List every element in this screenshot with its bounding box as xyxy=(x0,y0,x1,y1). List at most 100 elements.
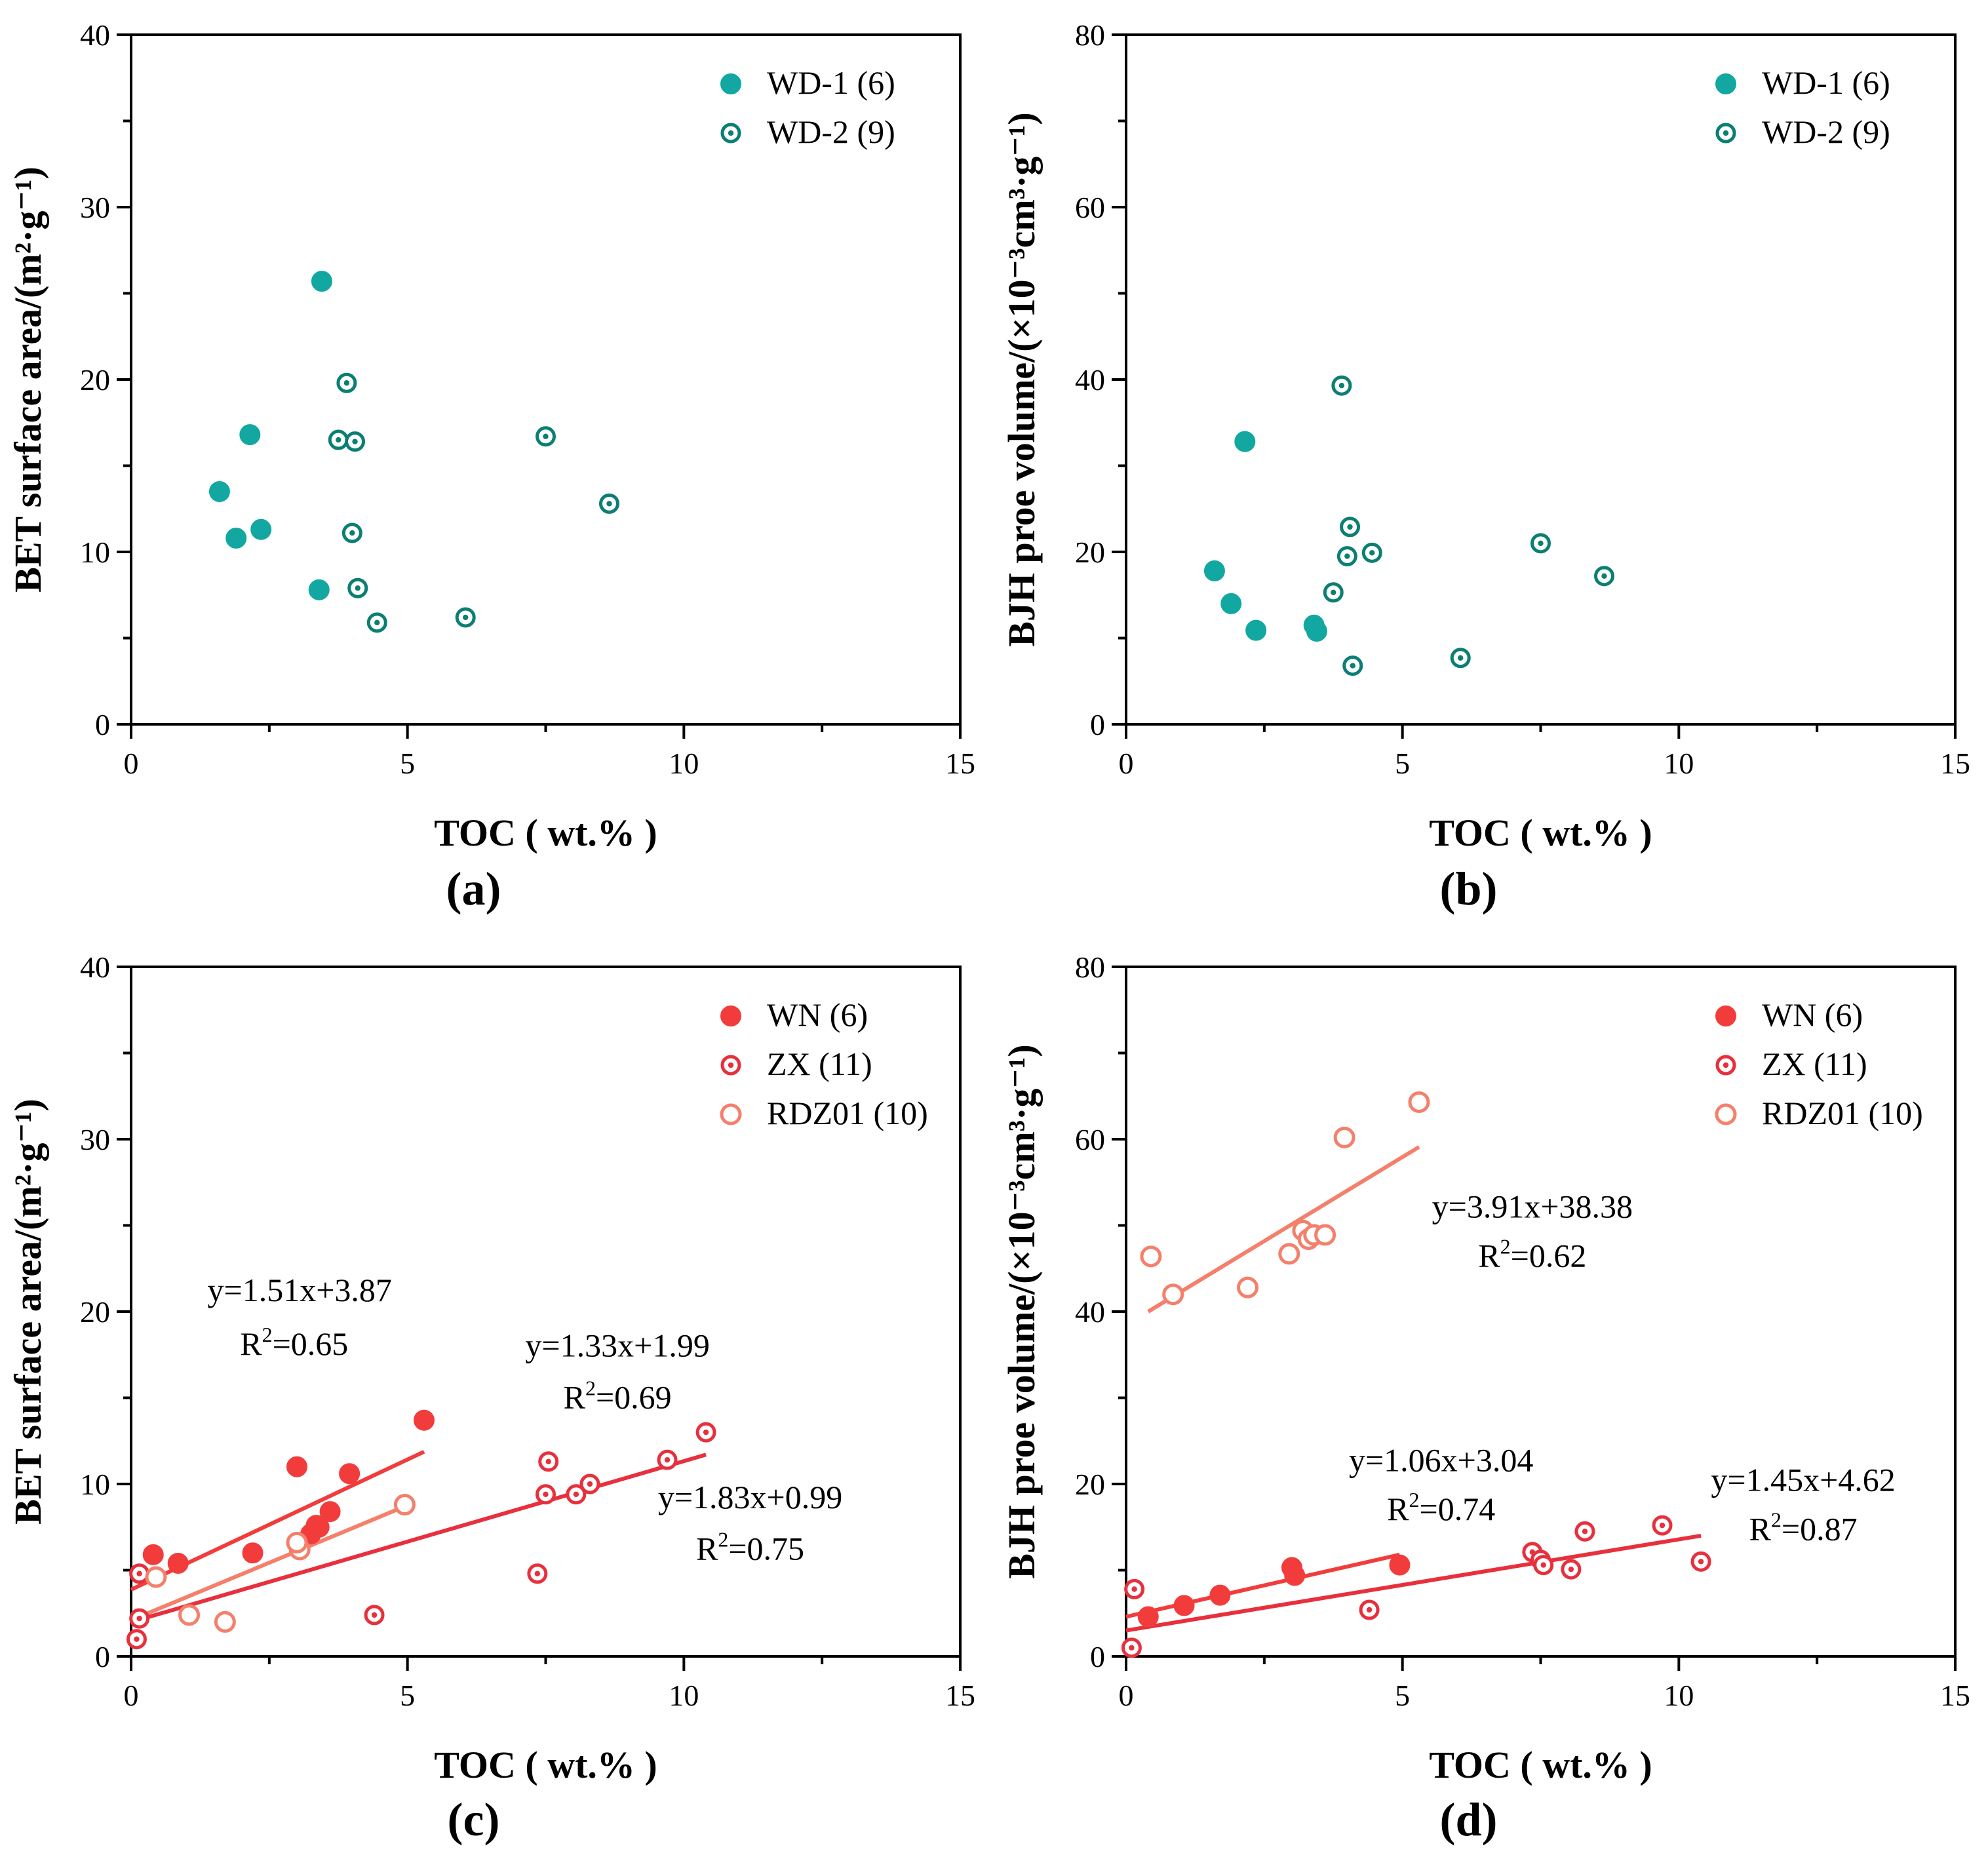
x-tick-label: 10 xyxy=(669,747,699,780)
x-axis-label: TOC ( wt.% ) xyxy=(434,811,657,854)
data-point-center-dot xyxy=(1659,1522,1666,1529)
x-tick-label: 15 xyxy=(945,747,975,780)
data-point xyxy=(1220,593,1242,614)
data-point xyxy=(225,527,247,549)
data-point xyxy=(1333,1126,1355,1148)
r-superscript: 2 xyxy=(262,1323,273,1346)
legend-marker xyxy=(1715,73,1736,94)
data-point xyxy=(1314,1224,1336,1246)
data-point xyxy=(1137,1606,1159,1628)
y-tick-label: 20 xyxy=(1075,1468,1105,1501)
data-point-center-dot xyxy=(543,433,549,439)
data-point xyxy=(167,1552,189,1574)
r-value: =0.69 xyxy=(596,1378,672,1415)
data-point xyxy=(339,1463,361,1485)
data-point xyxy=(311,271,332,292)
data-point-center-dot xyxy=(136,1615,142,1622)
r-symbol: R xyxy=(696,1531,718,1567)
y-tick-label: 30 xyxy=(80,1123,110,1156)
data-point-center-dot xyxy=(545,1458,551,1465)
chart-panel-4: 0 5 10 15 0 20 40 60 80 TOC ( wt.% ) BJH proe volu… xyxy=(1000,950,1970,1846)
legend: WN (6) ZX (11) RDZ01 (10) xyxy=(720,996,928,1131)
data-point xyxy=(286,1531,308,1553)
x-tick-label: 5 xyxy=(400,1679,415,1712)
y-tick-label: 0 xyxy=(1090,708,1105,741)
data-point-center-dot xyxy=(1350,663,1355,669)
legend: WD-1 (6) WD-2 (9) xyxy=(720,64,895,150)
data-point xyxy=(208,480,230,502)
regression-equation: y=1.33x+1.99 xyxy=(525,1327,709,1363)
data-point-center-dot xyxy=(664,1456,671,1463)
x-axis-label: TOC ( wt.% ) xyxy=(1429,1744,1652,1786)
x-tick-label: 15 xyxy=(945,1679,975,1712)
data-point-center-dot xyxy=(543,1491,549,1497)
data-point-center-dot xyxy=(352,439,358,444)
x-axis-label: TOC ( wt.% ) xyxy=(434,1744,657,1786)
data-point xyxy=(1209,1584,1231,1606)
data-point-center-dot xyxy=(1698,1559,1704,1565)
x-tick-label: 0 xyxy=(124,747,139,780)
data-point xyxy=(308,579,330,600)
x-tick-label: 5 xyxy=(400,747,415,780)
data-point xyxy=(239,424,261,446)
data-point xyxy=(1408,1091,1430,1113)
y-tick-label: 30 xyxy=(80,191,110,224)
data-point-center-dot xyxy=(1344,553,1350,559)
x-tick-label: 5 xyxy=(1395,1679,1410,1712)
legend-marker-center-dot xyxy=(728,1062,734,1068)
data-point-center-dot xyxy=(1131,1586,1137,1592)
legend-marker xyxy=(1715,1103,1737,1125)
data-point-center-dot xyxy=(463,614,469,621)
chart-panel-2: 0 5 10 15 0 20 40 60 80 TOC ( wt.% ) BJH proe volu… xyxy=(1000,18,1970,915)
data-point xyxy=(1162,1283,1184,1306)
data-point-center-dot xyxy=(371,1612,378,1618)
legend: WD-1 (6) WD-2 (9) xyxy=(1715,64,1890,150)
legend-marker-center-dot xyxy=(1723,130,1729,136)
data-point xyxy=(145,1566,167,1588)
y-axis-label: BJH proe volume/(×10⁻³cm³·g⁻¹) xyxy=(1000,112,1043,647)
data-point-center-dot xyxy=(1540,1562,1546,1568)
r-superscript: 2 xyxy=(718,1528,728,1552)
legend-label: WN (6) xyxy=(767,996,868,1033)
y-tick-label: 10 xyxy=(80,1468,110,1501)
data-point xyxy=(214,1610,236,1633)
data-point-center-dot xyxy=(573,1491,579,1497)
r-superscript: 2 xyxy=(1409,1488,1420,1512)
x-tick-label: 10 xyxy=(669,1679,699,1712)
y-tick-label: 40 xyxy=(1075,363,1105,397)
r-value: =0.87 xyxy=(1782,1510,1858,1547)
x-tick-label: 5 xyxy=(1395,747,1410,780)
r-squared-label: R2=0.87 xyxy=(1749,1508,1858,1547)
x-tick-label: 0 xyxy=(124,1679,139,1712)
y-tick-label: 20 xyxy=(80,363,110,397)
legend-label: ZX (11) xyxy=(1762,1045,1867,1082)
r-symbol: R xyxy=(240,1325,262,1362)
data-point-center-dot xyxy=(534,1571,541,1576)
data-point-center-dot xyxy=(336,437,341,443)
regression-equation: y=1.06x+3.04 xyxy=(1349,1441,1533,1478)
y-tick-label: 0 xyxy=(1090,1640,1105,1673)
data-point xyxy=(319,1501,341,1523)
r-value: =0.74 xyxy=(1420,1491,1496,1527)
r-symbol: R xyxy=(1387,1491,1409,1527)
regression-equation: y=1.83x+0.99 xyxy=(658,1479,842,1515)
data-point xyxy=(393,1494,416,1516)
data-point xyxy=(1278,1243,1300,1265)
x-tick-label: 0 xyxy=(1119,1679,1134,1712)
y-tick-label: 20 xyxy=(1075,536,1105,569)
regression-equation: y=1.51x+3.87 xyxy=(208,1272,392,1308)
data-point-center-dot xyxy=(349,530,355,536)
data-point-center-dot xyxy=(136,1571,142,1576)
x-tick-label: 0 xyxy=(1119,747,1134,780)
data-point-center-dot xyxy=(1458,655,1464,661)
data-point-center-dot xyxy=(1331,589,1336,596)
y-tick-label: 10 xyxy=(80,536,110,569)
x-tick-label: 15 xyxy=(1940,747,1970,780)
data-point-center-dot xyxy=(1601,573,1607,579)
data-point xyxy=(250,518,272,540)
r-squared-label: R2=0.75 xyxy=(696,1528,804,1567)
legend: WN (6) ZX (11) RDZ01 (10) xyxy=(1715,996,1923,1131)
r-symbol: R xyxy=(564,1378,586,1415)
data-point-center-dot xyxy=(1366,1607,1373,1613)
